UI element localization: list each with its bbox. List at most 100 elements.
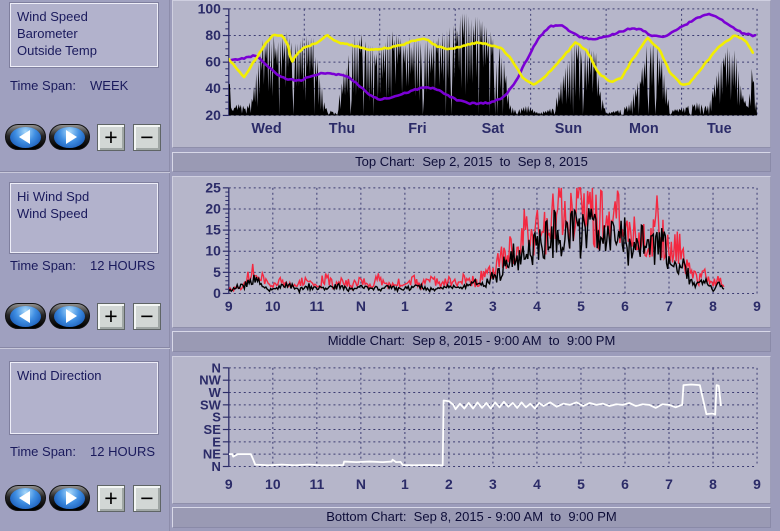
svg-text:20: 20 — [205, 200, 221, 216]
time-span-value: 12 HOURS — [90, 444, 156, 459]
scroll-back-button[interactable] — [5, 485, 46, 511]
top-chart-legend-box[interactable]: Wind Speed Barometer Outside Temp — [10, 3, 158, 67]
svg-text:9: 9 — [753, 298, 761, 314]
svg-text:Fri: Fri — [408, 121, 426, 137]
svg-text:2: 2 — [445, 298, 453, 314]
middle-chart-controls: Hi Wind Spd Wind Speed Time Span: 12 HOUR… — [0, 171, 170, 347]
legend-item-wind-speed[interactable]: Wind Speed — [17, 9, 88, 24]
scroll-forward-button[interactable] — [49, 485, 90, 511]
svg-text:8: 8 — [709, 476, 717, 492]
scroll-forward-button[interactable] — [49, 124, 90, 150]
svg-text:8: 8 — [709, 298, 717, 314]
zoom-in-button[interactable]: + — [97, 303, 125, 330]
blue-oval — [10, 126, 41, 148]
scroll-forward-button[interactable] — [49, 303, 90, 329]
right-arrow-icon — [65, 130, 77, 144]
svg-text:Sun: Sun — [555, 121, 582, 137]
blue-oval — [54, 126, 85, 148]
svg-text:5: 5 — [577, 476, 585, 492]
svg-text:1: 1 — [401, 298, 409, 314]
bottom-chart-caption: Bottom Chart: Sep 8, 2015 - 9:00 AM to 9… — [172, 507, 771, 528]
svg-text:0: 0 — [213, 285, 221, 301]
svg-text:E: E — [212, 434, 221, 449]
time-span-value: 12 HOURS — [90, 258, 156, 273]
svg-text:SE: SE — [204, 422, 222, 437]
svg-text:10: 10 — [265, 298, 281, 314]
left-arrow-icon — [18, 491, 30, 505]
svg-text:Mon: Mon — [629, 121, 659, 137]
left-arrow-icon — [18, 130, 30, 144]
time-span-label: Time Span: — [10, 444, 76, 459]
legend-item-outside-temp[interactable]: Outside Temp — [17, 43, 97, 58]
svg-text:6: 6 — [621, 298, 629, 314]
time-span-row: Time Span: WEEK — [10, 78, 128, 93]
time-span-value: WEEK — [90, 78, 129, 93]
svg-text:9: 9 — [225, 476, 233, 492]
svg-text:3: 3 — [489, 476, 497, 492]
middle-chart-legend-box[interactable]: Hi Wind Spd Wind Speed — [10, 183, 158, 253]
top-chart-panel: 20 40 60 80 100 Wed Thu Fri Sat Sun Mon Tue — [172, 0, 771, 148]
svg-text:2: 2 — [445, 476, 453, 492]
zoom-in-button[interactable]: + — [97, 124, 125, 151]
right-arrow-icon — [65, 309, 77, 323]
legend-item-wind-direction[interactable]: Wind Direction — [17, 368, 102, 383]
svg-text:15: 15 — [205, 222, 221, 238]
svg-text:NE: NE — [203, 447, 221, 462]
svg-text:5: 5 — [577, 298, 585, 314]
svg-text:N: N — [211, 360, 220, 375]
svg-text:100: 100 — [198, 1, 222, 16]
svg-text:Tue: Tue — [707, 121, 732, 137]
sidebar: Wind Speed Barometer Outside Temp Time S… — [0, 0, 170, 531]
svg-text:4: 4 — [533, 298, 541, 314]
svg-text:25: 25 — [205, 179, 221, 195]
zoom-out-button[interactable]: − — [133, 485, 161, 512]
svg-text:N: N — [211, 459, 220, 474]
svg-text:40: 40 — [205, 80, 221, 96]
svg-text:7: 7 — [665, 476, 673, 492]
time-span-label: Time Span: — [10, 258, 76, 273]
chart-column: 20 40 60 80 100 Wed Thu Fri Sat Sun Mon Tue Top Cha… — [172, 0, 771, 531]
svg-text:Sat: Sat — [482, 121, 505, 137]
blue-oval — [54, 487, 85, 509]
svg-text:NW: NW — [199, 373, 221, 388]
middle-chart-panel: 0 5 10 15 20 25 9 10 11 N 1 2 3 4 5 6 7 8 9 — [172, 176, 771, 328]
svg-text:4: 4 — [533, 476, 541, 492]
svg-text:SW: SW — [200, 397, 222, 412]
svg-text:1: 1 — [401, 476, 409, 492]
svg-text:Thu: Thu — [329, 121, 355, 137]
svg-text:10: 10 — [265, 476, 281, 492]
scroll-back-button[interactable] — [5, 124, 46, 150]
time-span-row: Time Span: 12 HOURS — [10, 444, 155, 459]
right-arrow-icon — [65, 491, 77, 505]
top-chart-caption: Top Chart: Sep 2, 2015 to Sep 8, 2015 — [172, 152, 771, 172]
svg-text:3: 3 — [489, 298, 497, 314]
bottom-chart-panel: N NW W SW S SE E NE N 9 10 11 N 1 2 3 4 5 6 7 8 9 — [172, 356, 771, 504]
time-span-label: Time Span: — [10, 78, 76, 93]
top-chart: 20 40 60 80 100 Wed Thu Fri Sat Sun Mon Tue — [198, 1, 758, 137]
svg-text:11: 11 — [309, 476, 324, 492]
svg-text:80: 80 — [205, 27, 221, 43]
svg-text:10: 10 — [205, 243, 221, 259]
middle-chart: 0 5 10 15 20 25 9 10 11 N 1 2 3 4 5 6 7 8 9 — [205, 179, 761, 314]
svg-text:N: N — [356, 476, 366, 492]
zoom-in-button[interactable]: + — [97, 485, 125, 512]
bottom-chart-controls: Wind Direction Time Span: 12 HOURS + − — [0, 347, 170, 531]
svg-text:9: 9 — [753, 476, 761, 492]
svg-text:60: 60 — [205, 54, 221, 70]
blue-oval — [10, 305, 41, 327]
zoom-out-button[interactable]: − — [133, 124, 161, 151]
top-chart-controls: Wind Speed Barometer Outside Temp Time S… — [0, 0, 170, 171]
svg-text:9: 9 — [225, 298, 233, 314]
svg-text:Wed: Wed — [251, 121, 281, 137]
legend-item-hi-wind-spd[interactable]: Hi Wind Spd — [17, 189, 90, 204]
svg-text:7: 7 — [665, 298, 673, 314]
scroll-back-button[interactable] — [5, 303, 46, 329]
zoom-out-button[interactable]: − — [133, 303, 161, 330]
time-span-row: Time Span: 12 HOURS — [10, 258, 155, 273]
bottom-chart-legend-box[interactable]: Wind Direction — [10, 362, 158, 434]
legend-item-wind-speed[interactable]: Wind Speed — [17, 206, 88, 221]
svg-text:20: 20 — [205, 107, 221, 123]
svg-text:6: 6 — [621, 476, 629, 492]
legend-item-barometer[interactable]: Barometer — [17, 26, 78, 41]
